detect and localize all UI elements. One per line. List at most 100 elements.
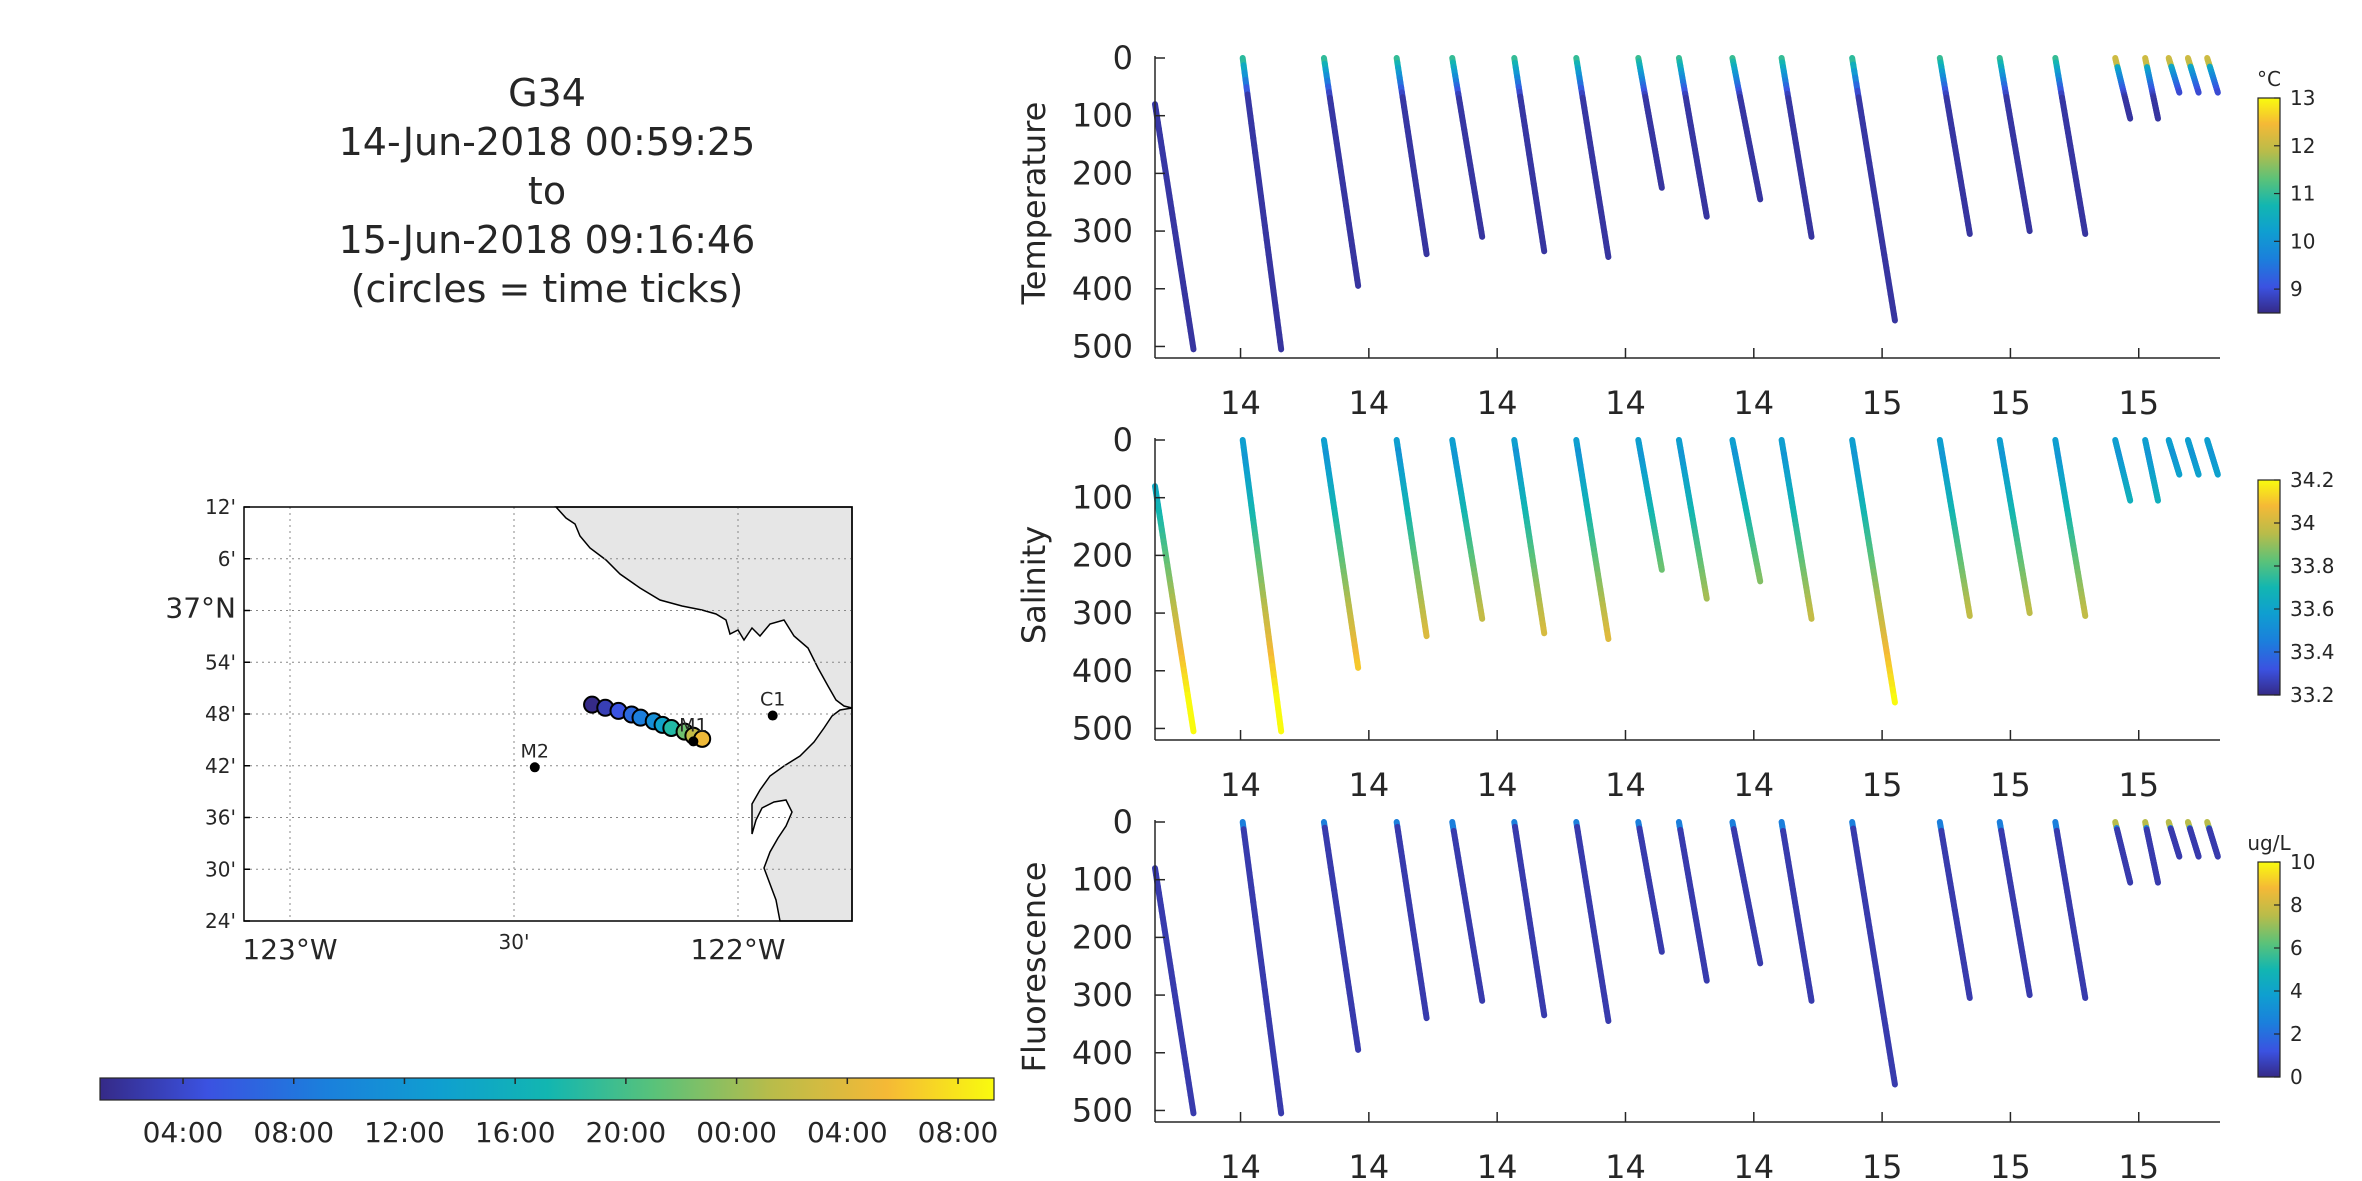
profile-colorbar <box>2257 97 2281 314</box>
title-line-1: G34 <box>508 71 586 115</box>
station-label: C1 <box>760 689 785 711</box>
profile-segment <box>1807 611 1815 622</box>
profile-segment <box>1658 181 1665 191</box>
profile-y-tick-label: 200 <box>1072 918 1133 956</box>
station-label: M1 <box>679 714 707 736</box>
profile-colorbar-label: 34.2 <box>2290 468 2335 492</box>
profile-y-tick-label: 0 <box>1113 421 1133 459</box>
profile-y-tick-label: 0 <box>1113 803 1133 841</box>
profile-segment <box>1658 945 1665 955</box>
profile-segment <box>1277 721 1285 735</box>
profile-segment <box>2081 990 2089 1001</box>
time-colorbar-label: 12:00 <box>364 1116 445 1149</box>
profile-segment <box>1604 249 1612 261</box>
profile-x-tick-label: 14 <box>1605 384 1646 422</box>
profile-y-tick-label: 100 <box>1072 861 1133 899</box>
station-marker <box>529 762 540 773</box>
profile-segment <box>1422 628 1430 640</box>
profile-y-tick-label: 400 <box>1072 652 1133 690</box>
profile-dives <box>1152 437 2221 735</box>
profile-y-tick-label: 500 <box>1072 709 1133 747</box>
profile-segment <box>1807 993 1815 1004</box>
profile-segment <box>2081 226 2089 237</box>
profile-segment <box>1540 625 1548 637</box>
profile-x-tick-label: 14 <box>1477 1148 1518 1181</box>
profile-segment <box>1966 608 1973 619</box>
profile-segment <box>1540 1007 1548 1019</box>
profile-colorbar-unit: °C <box>2257 67 2281 91</box>
profile-y-tick-label: 100 <box>1072 97 1133 135</box>
profile-colorbar-unit: ug/L <box>2247 831 2291 855</box>
profile-colorbar <box>2257 861 2281 1078</box>
profile-y-tick-label: 300 <box>1072 976 1133 1014</box>
profile-segment <box>2081 608 2089 619</box>
profile-segment <box>1189 1104 1197 1117</box>
profile-segment <box>1703 973 1710 984</box>
profile-x-tick-label: 15 <box>2118 766 2159 804</box>
profile-segment <box>1703 591 1710 602</box>
time-colorbar-gradient <box>99 1077 995 1101</box>
profile-panel: 0 100 200 300 400 500 14 14 14 14 14 15 15 15 Salinity… <box>1015 421 2335 804</box>
profile-segment <box>1478 611 1486 622</box>
map-lon-label: 123°W <box>242 933 337 966</box>
map-lat-label: 48' <box>205 702 236 726</box>
profile-colorbar-label: 12 <box>2290 134 2315 158</box>
profile-x-tick-label: 15 <box>2118 1148 2159 1181</box>
time-colorbar-label: 16:00 <box>475 1116 556 1149</box>
profile-colorbar-label: 4 <box>2290 979 2303 1003</box>
title-line-3: to <box>528 169 566 213</box>
profile-colorbar-label: 0 <box>2290 1065 2303 1089</box>
profile-y-tick-label: 400 <box>1072 1034 1133 1072</box>
profile-segment <box>1354 1041 1362 1053</box>
station-label: M2 <box>521 740 549 762</box>
profile-segment <box>1478 993 1486 1004</box>
profile-x-tick-label: 14 <box>1477 384 1518 422</box>
profile-x-tick-label: 15 <box>1990 1148 2031 1181</box>
profile-segment <box>1277 1103 1285 1117</box>
profile-segment <box>1658 563 1665 573</box>
profile-y-label: Fluorescence <box>1015 862 1053 1073</box>
profile-y-label: Salinity <box>1015 526 1053 644</box>
profile-y-tick-label: 100 <box>1072 479 1133 517</box>
profile-x-tick-label: 14 <box>1733 1148 1774 1181</box>
profile-y-tick-label: 300 <box>1072 594 1133 632</box>
profile-x-tick-label: 14 <box>1605 766 1646 804</box>
profile-colorbar-label: 10 <box>2290 850 2315 874</box>
glider-track <box>583 695 712 748</box>
profile-x-tick-label: 15 <box>1990 384 2031 422</box>
profile-colorbar-label: 34 <box>2290 511 2315 535</box>
profile-x-tick-label: 15 <box>1862 384 1903 422</box>
title-line-4: 15-Jun-2018 09:16:46 <box>339 218 756 262</box>
profile-colorbar-label: 33.2 <box>2290 683 2335 707</box>
profile-segment <box>1354 659 1362 671</box>
time-colorbar-ticks: 04:00 08:00 12:00 16:00 20:00 00:00 04:00 08:00 <box>143 1078 998 1149</box>
profile-segment <box>1756 956 1764 967</box>
profile-y-label: Temperature <box>1015 102 1053 306</box>
map-lat-label: 6' <box>218 547 236 571</box>
profile-segment <box>1478 229 1486 240</box>
time-colorbar-label: 20:00 <box>586 1116 667 1149</box>
profile-segment <box>1277 339 1285 353</box>
profile-segment <box>1189 340 1197 353</box>
profile-segment <box>1890 692 1898 706</box>
profile-colorbar-label: 33.6 <box>2290 597 2335 621</box>
profile-x-tick-label: 14 <box>1220 1148 1261 1181</box>
figure-title: G34 14-Jun-2018 00:59:25 to 15-Jun-2018 … <box>339 71 756 311</box>
map-lat-label: 36' <box>205 806 236 830</box>
profile-colorbar-label: 10 <box>2290 229 2315 253</box>
time-colorbar-label: 04:00 <box>807 1116 888 1149</box>
map-lat-label: 37°N <box>165 592 236 625</box>
profile-y-tick-label: 300 <box>1072 212 1133 250</box>
profile-segment <box>2025 605 2033 617</box>
profile-colorbar-label: 11 <box>2290 182 2315 206</box>
profile-segment <box>1890 310 1898 324</box>
profile-colorbar-label: 2 <box>2290 1022 2303 1046</box>
profile-segment <box>1756 192 1764 203</box>
profile-x-tick-label: 14 <box>1733 384 1774 422</box>
profile-y-tick-label: 500 <box>1072 1091 1133 1129</box>
profile-segment <box>1966 226 1973 237</box>
profile-segment <box>1756 574 1764 585</box>
profile-x-tick-label: 14 <box>1477 766 1518 804</box>
